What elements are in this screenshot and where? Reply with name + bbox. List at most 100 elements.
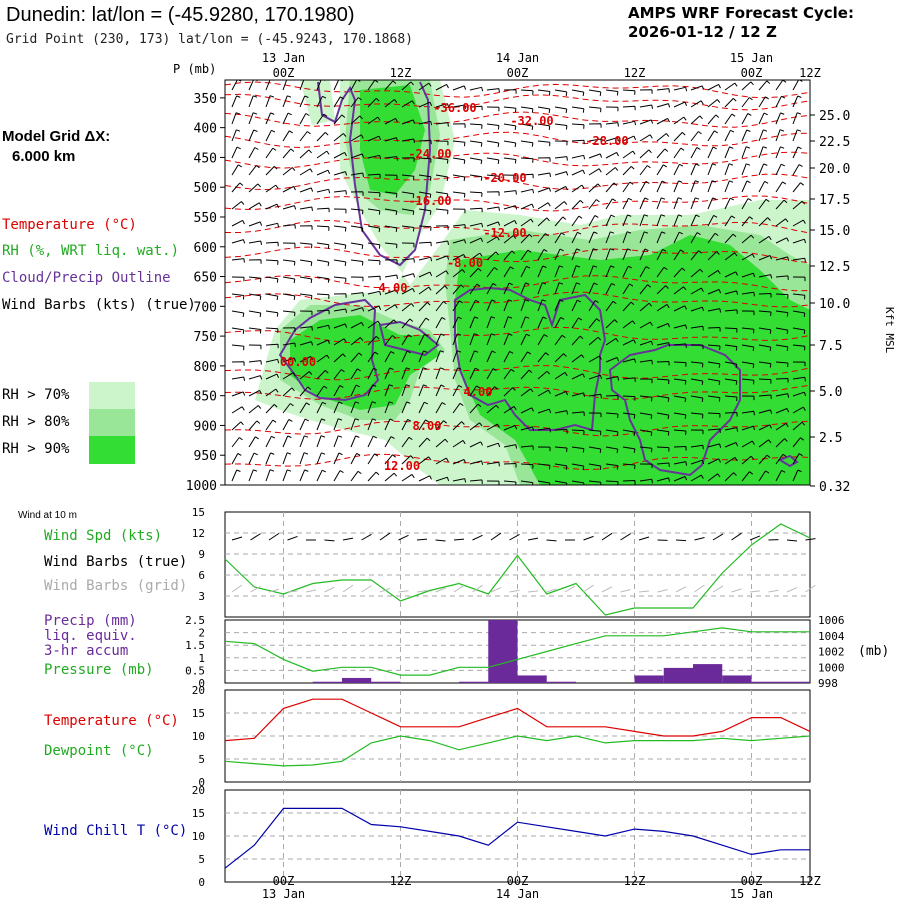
isotherm-line [225,246,810,264]
wind-barb [724,412,738,417]
wind-barb [486,123,500,130]
wind-barb [792,257,806,263]
panel-y-tick: 0.5 [185,664,205,677]
wind-barb [418,401,429,414]
wind-barb [554,265,564,278]
wind-barb [231,219,245,227]
wind-barb [571,411,585,416]
wind-barb [622,89,636,95]
wind-barb [758,217,771,227]
top-date-label: 15 Jan [730,51,773,65]
isotherm-line [225,173,810,191]
wind-barb [656,248,667,261]
wind-barb [265,452,275,465]
wind-barb [265,112,275,125]
wind-barb [656,180,666,193]
wind-barb [758,378,772,384]
wind-barb [435,240,449,245]
height-tick-label: 25.0 [819,109,850,124]
surface-wind-barb [342,537,354,541]
wind-barb [673,231,684,244]
wind-barb [231,164,242,176]
pressure-ticks: 350 400 450 500 550 600 650 700 750 800 850 900 950 1… [186,92,225,494]
wind-barb [724,163,734,176]
wind-barb [282,130,293,142]
wind-barb [639,478,653,484]
wind-barb [231,406,245,414]
grid-wind-barb [287,590,298,593]
wind-barb [367,225,381,233]
wind-barb [401,455,414,465]
wind-barb [520,140,534,147]
bottom-time-tick: 12Z [390,874,412,888]
panel-y-tick: 0 [198,876,205,889]
wind-barb [367,275,381,281]
wind-barb [333,133,347,142]
wind-barb [792,182,805,193]
wind-barb [248,310,262,318]
legend-temperature: Temperature (°C) [2,217,137,233]
wind-barb [656,88,670,93]
height-tick-label: 15.0 [819,224,850,239]
top-date-label: 14 Jan [496,51,539,65]
wind-barb [537,217,550,227]
wind-barb [401,303,415,312]
wind-barb [384,335,396,346]
wind-barb [758,344,772,352]
panel-y-tick: 0 [198,677,205,690]
wind-barb [741,113,752,125]
surface-wind-barb [675,539,687,542]
wind-barb [418,157,432,163]
wind-barb [401,384,411,397]
wind-barb [792,238,807,244]
wind-barb [571,154,586,160]
grid-wind-barb [657,589,668,593]
wind-barb [605,137,620,142]
wind-barb [537,123,551,130]
wind-barb [690,268,704,278]
wind-barb [367,401,377,414]
wind-barb [758,255,773,261]
wind-barb [503,190,517,195]
wind-barb [452,157,466,164]
wind-barb [452,224,466,229]
wind-barb [503,480,517,485]
pressure-tick-label: 800 [194,360,217,375]
wind-barb [588,336,602,346]
wind-barb [333,276,347,283]
wind-barb [231,327,245,334]
wind-barb [741,425,756,431]
wind-barb [588,231,598,244]
wind-barb [503,299,513,312]
height-tick-label: 10.0 [819,297,850,312]
surface-wind-barb [694,537,705,541]
pressure-tick-label: 650 [194,271,217,286]
wind-barb [707,251,720,261]
wind-barb [248,327,262,334]
wind-barb [622,135,637,142]
wind-barb [367,471,380,482]
wind-barb [384,351,395,363]
wind-barb [418,286,432,295]
wind-barb [503,425,518,431]
wind-barb [656,361,670,366]
wind-barb [452,269,466,278]
top-date-label: 13 Jan [262,51,305,65]
wind-barb [741,344,755,351]
grid-wind-barb [268,588,280,593]
wind-barb [775,408,790,414]
wind-barb [248,389,262,397]
precip-bar [780,681,810,683]
wind-barb [690,163,700,176]
wind-barb [707,458,721,465]
wind-barb [452,402,464,414]
wind-barb [384,225,398,232]
wind-barb [418,174,432,181]
grid-wind-barb [361,585,372,593]
surface-wind-barb [509,533,520,541]
wind-barb [588,480,602,485]
wind-barb [792,80,803,91]
wind-barb [350,242,364,250]
wind-barb [639,463,653,469]
pressure-tick-label: 500 [194,181,217,196]
